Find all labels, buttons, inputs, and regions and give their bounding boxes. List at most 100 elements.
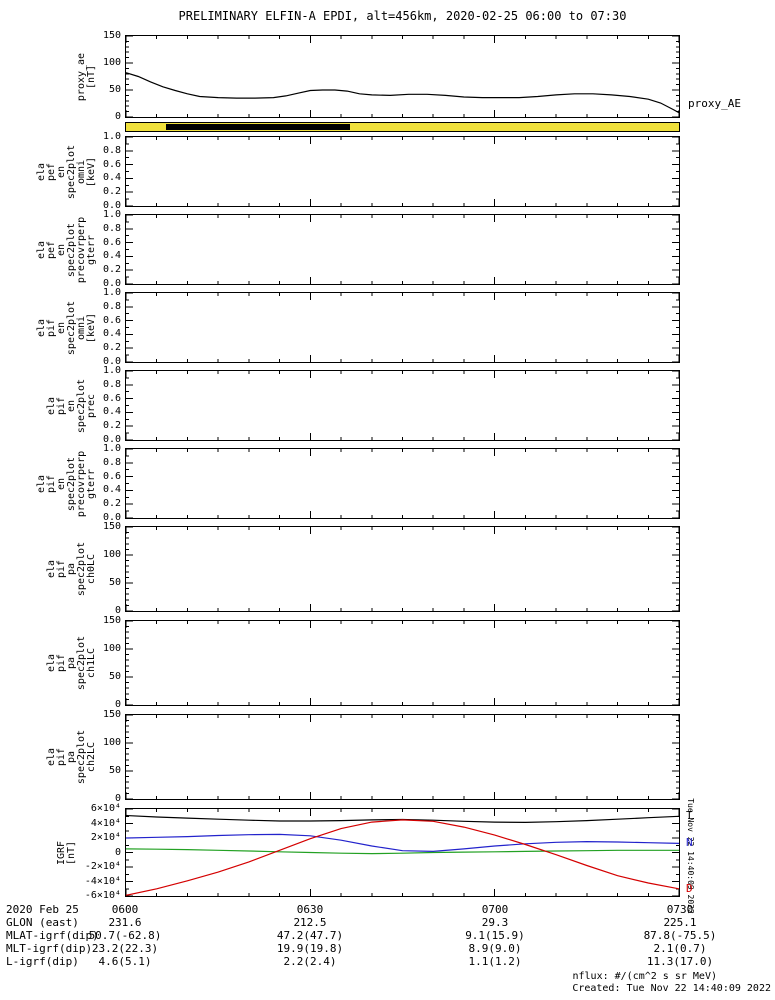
y-tick-label: 0.0 (102, 512, 121, 523)
panel-igrf (125, 808, 680, 897)
y-tick-label: 150 (102, 615, 121, 626)
y-axis-label-ela-pif-pa-ch1lc: ela pif pa spec2plot ch1LC (46, 635, 97, 691)
glon-value: 225.1 (663, 916, 697, 929)
mlat-value: 50.7(-62.8) (88, 929, 162, 942)
panel-proxy-ae (125, 35, 680, 118)
y-tick-label: 0.6 (102, 470, 121, 482)
y-tick-label: 4×10⁴ (90, 817, 121, 829)
panel-ela-pif-en-prec (125, 370, 680, 441)
panel-ela-pif-pa-ch0lc (125, 526, 680, 612)
mlat-value: 47.2(47.7) (276, 929, 344, 942)
y-tick-label: 0.8 (102, 378, 121, 390)
y-tick-label: 100 (102, 737, 121, 748)
y-tick-label: 100 (102, 549, 121, 560)
x-tick-label: 0630 (296, 903, 324, 916)
y-tick-label: 150 (102, 30, 121, 41)
y-tick-label: 100 (102, 643, 121, 654)
mlt-value: 19.9(19.8) (276, 942, 344, 955)
y-tick-label: 1.0 (102, 365, 121, 376)
y-tick-label: 0.0 (102, 356, 121, 367)
y-tick-label: 0.6 (102, 392, 121, 404)
y-tick-label: -6×10⁴ (84, 890, 121, 901)
y-tick-label: 0.6 (102, 236, 121, 248)
panel-ela-pef-en-omni (125, 136, 680, 207)
y-tick-label: 6×10⁴ (90, 803, 121, 814)
panel-ela-pif-pa-ch2lc (125, 714, 680, 800)
y-axis-label-proxy-ae: proxy_ae [nT] (76, 52, 97, 101)
panel-canvas-ela-pef-en-precovrperp-gterr (126, 215, 679, 284)
y-tick-label: 0.0 (102, 434, 121, 445)
created-timestamp: Created: Tue Nov 22 14:40:09 2022 (572, 983, 771, 994)
panel-canvas-ela-pif-pa-ch1lc (126, 621, 679, 705)
lshell-value: 2.2(2.4) (283, 955, 337, 968)
mlat-value: 87.8(-75.5) (643, 929, 717, 942)
y-tick-label: 0 (114, 846, 121, 858)
y-axis-label-ela-pef-en-omni: ela pef en spec2plot omni [keV] (36, 144, 97, 199)
y-tick-label: 0.6 (102, 158, 121, 170)
y-tick-label: -2×10⁴ (84, 861, 121, 872)
y-tick-label: 0 (114, 699, 121, 710)
mlat-row: MLAT-igrf(dip) 50.7(-62.8) 47.2(47.7) 9.… (0, 930, 775, 942)
x-tick-label: 0600 (111, 903, 139, 916)
y-tick-label: 0.8 (102, 222, 121, 234)
y-tick-label: 0.4 (102, 406, 121, 418)
y-tick-label: 0.4 (102, 250, 121, 262)
y-tick-label: 0.4 (102, 328, 121, 340)
glon-value: 212.5 (293, 916, 327, 929)
series-D (126, 819, 679, 896)
mlt-row: MLT-igrf(dip) 23.2(22.3) 19.9(19.8) 8.9(… (0, 943, 775, 955)
y-tick-label: 0.2 (102, 342, 121, 354)
mlt-value: 8.9(9.0) (468, 942, 522, 955)
mlat-value: 9.1(15.9) (465, 929, 525, 942)
series-E (126, 848, 679, 855)
lshell-row: L-igrf(dip) 4.6(5.1) 2.2(2.4) 1.1(1.2) 1… (0, 956, 775, 968)
y-tick-label: 0 (114, 793, 121, 804)
glon-row-label: GLON (east) (6, 916, 79, 929)
panel-canvas-igrf (126, 809, 679, 896)
y-axis-label-igrf: IGRF [nT] (56, 840, 77, 865)
lshell-value: 11.3(17.0) (646, 955, 714, 968)
panel-canvas-ela-pef-en-omni (126, 137, 679, 206)
panel-ela-pef-en-precovrperp-gterr (125, 214, 680, 285)
series-label-T: T (686, 809, 693, 823)
mlat-row-label: MLAT-igrf(dip) (6, 929, 99, 942)
y-tick-label: 150 (102, 709, 121, 720)
nflux-units-note: nflux: #/(cm^2 s sr MeV) (572, 971, 718, 982)
coverage-segment (166, 124, 350, 130)
y-tick-label: 50 (108, 765, 121, 776)
series-N (126, 833, 679, 853)
series-label-D: D (686, 881, 693, 895)
plot-title: PRELIMINARY ELFIN-A EPDI, alt=456km, 202… (178, 9, 627, 23)
panel-canvas-ela-pif-en-prec (126, 371, 679, 440)
panel-canvas-ela-pif-pa-ch0lc (126, 527, 679, 611)
y-tick-label: 1.0 (102, 287, 121, 298)
series-label-N: N (686, 836, 693, 850)
panel-ela-pif-pa-ch1lc (125, 620, 680, 706)
glon-value: 231.6 (108, 916, 142, 929)
series-proxy_AE (126, 72, 679, 114)
y-tick-label: 150 (102, 521, 121, 532)
y-tick-label: 0.4 (102, 172, 121, 184)
x-tick-label: 0700 (481, 903, 509, 916)
y-tick-label: -4×10⁴ (84, 875, 121, 887)
y-axis-label-ela-pif-en-prec: ela pif en spec2plot prec (46, 378, 97, 433)
y-tick-label: 0.8 (102, 456, 121, 468)
panel-ela-pif-en-precovrperp-gterr (125, 448, 680, 519)
y-tick-label: 0.2 (102, 264, 121, 276)
x-tick-label: 0730 (666, 903, 694, 916)
y-tick-label: 0.0 (102, 278, 121, 289)
lshell-value: 4.6(5.1) (98, 955, 152, 968)
panel-canvas-ela-pif-en-omni (126, 293, 679, 362)
y-tick-label: 1.0 (102, 209, 121, 220)
glon-row: GLON (east) 231.6 212.5 29.3 225.1 (0, 917, 775, 929)
y-tick-label: 1.0 (102, 131, 121, 142)
y-tick-label: 0.0 (102, 200, 121, 211)
y-axis-label-ela-pef-en-precovrperp-gterr: ela pef en spec2plot precovrperp gterr (36, 216, 97, 283)
panel-canvas-ela-pif-en-precovrperp-gterr (126, 449, 679, 518)
y-axis-label-ela-pif-pa-ch2lc: ela pif pa spec2plot ch2LC (46, 729, 97, 785)
y-tick-label: 2×10⁴ (90, 832, 121, 843)
y-tick-label: 0 (114, 605, 121, 616)
lshell-value: 1.1(1.2) (468, 955, 522, 968)
y-axis-label-ela-pif-pa-ch0lc: ela pif pa spec2plot ch0LC (46, 541, 97, 597)
